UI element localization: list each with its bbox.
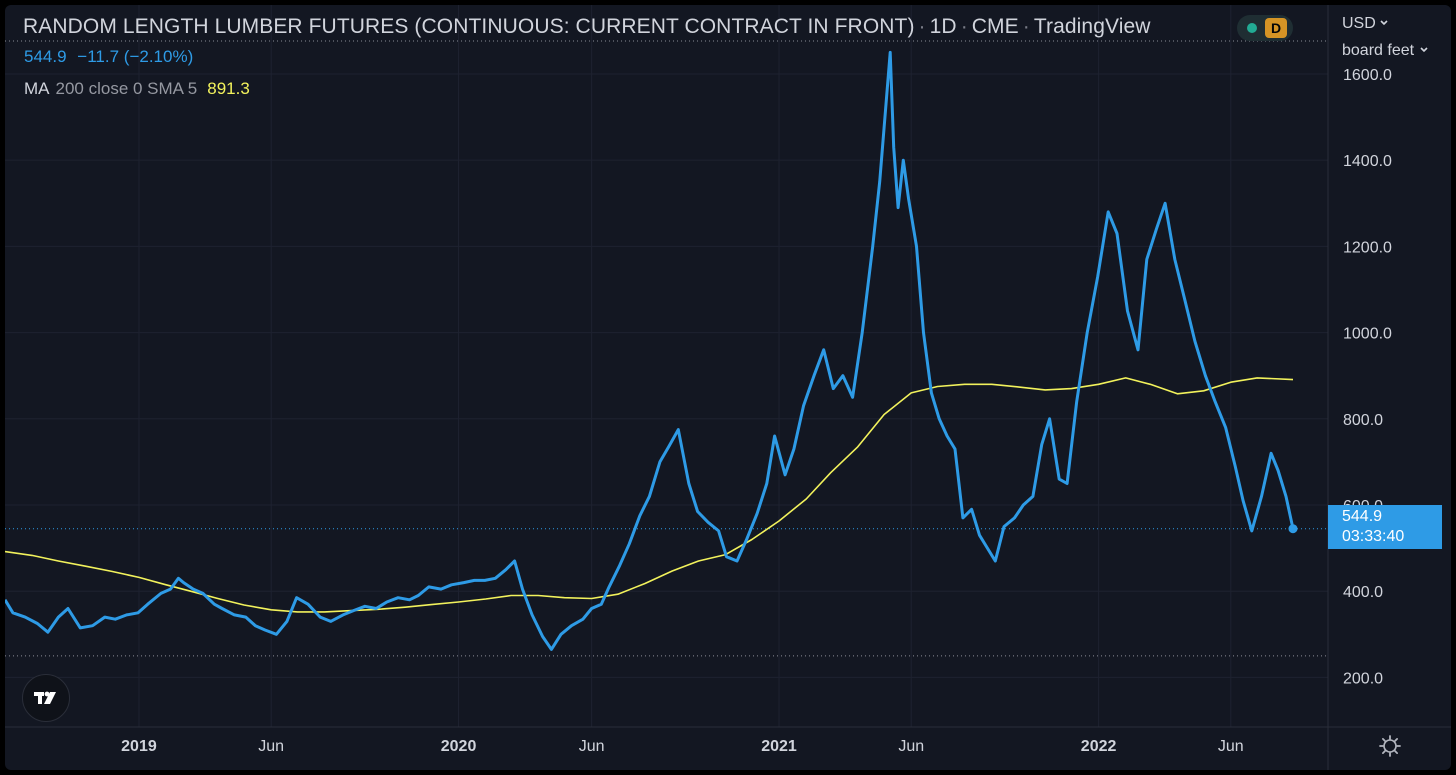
grid — [5, 5, 1328, 727]
source-label: TradingView — [1033, 15, 1151, 38]
series — [5, 50, 1295, 651]
y-tick-label: 1400.0 — [1343, 153, 1392, 170]
chevron-down-icon — [1420, 47, 1428, 53]
indicator-params: 200 close 0 SMA 5 — [55, 79, 198, 98]
market-status-badge[interactable]: D — [1237, 15, 1293, 41]
y-tick-label: 1000.0 — [1343, 326, 1392, 343]
status-dot-icon — [1247, 23, 1257, 33]
y-tick-label: 400.0 — [1343, 584, 1383, 601]
tradingview-logo-icon[interactable] — [22, 674, 70, 722]
x-tick-label: Jun — [579, 738, 605, 755]
currency-selector[interactable]: USD — [1342, 15, 1389, 33]
unit-label: board feet — [1342, 42, 1415, 59]
chevron-down-icon — [1380, 20, 1388, 26]
last-price-label-value: 544.9 — [1342, 508, 1383, 525]
x-tick-label: 2020 — [441, 738, 477, 755]
exchange-label: CME — [971, 15, 1019, 38]
price-axis: 200.0400.0600.0800.01000.01200.01400.016… — [1343, 67, 1392, 687]
x-tick-label: Jun — [898, 738, 924, 755]
chart-panel: 200.0400.0600.0800.01000.01200.01400.016… — [5, 5, 1451, 770]
price-series-line — [5, 50, 1295, 651]
countdown-timer: 03:33:40 — [1342, 528, 1405, 545]
x-tick-label: 2021 — [761, 738, 797, 755]
currency-label: USD — [1342, 15, 1376, 32]
chart-title-row: RANDOM LENGTH LUMBER FUTURES (CONTINUOUS… — [23, 15, 1151, 38]
reference-lines — [5, 40, 1328, 657]
y-tick-label: 1200.0 — [1343, 239, 1392, 256]
price-change: −11.7 — [77, 47, 120, 66]
delayed-badge: D — [1265, 18, 1287, 38]
x-tick-label: Jun — [258, 738, 284, 755]
y-tick-label: 1600.0 — [1343, 67, 1392, 84]
last-price: 544.9 — [24, 47, 67, 66]
ma-series-line — [5, 377, 1294, 613]
gear-icon[interactable] — [1378, 734, 1402, 758]
last-price-label: 544.9 03:33:40 — [1328, 505, 1442, 549]
x-tick-label: Jun — [1218, 738, 1244, 755]
chart-title: RANDOM LENGTH LUMBER FUTURES (CONTINUOUS… — [23, 15, 915, 38]
x-tick-label: 2022 — [1081, 738, 1117, 755]
price-change-pct: (−2.10%) — [123, 47, 194, 66]
indicator-legend[interactable]: MA 200 close 0 SMA 5 891.3 — [24, 79, 250, 99]
price-chart[interactable]: 200.0400.0600.0800.01000.01200.01400.016… — [5, 5, 1451, 770]
time-axis: 2019 Jun 2020 Jun 2021 Jun 2022 Jun — [121, 738, 1244, 755]
x-tick-label: 2019 — [121, 738, 157, 755]
indicator-value: 891.3 — [207, 79, 250, 98]
last-price-dot — [1288, 524, 1298, 534]
unit-selector[interactable]: board feet — [1342, 42, 1429, 60]
price-legend: 544.9 −11.7 (−2.10%) — [24, 47, 193, 67]
indicator-name: MA — [24, 79, 50, 98]
interval-label[interactable]: 1D — [929, 15, 957, 38]
y-tick-label: 200.0 — [1343, 670, 1383, 687]
y-tick-label: 800.0 — [1343, 412, 1383, 429]
